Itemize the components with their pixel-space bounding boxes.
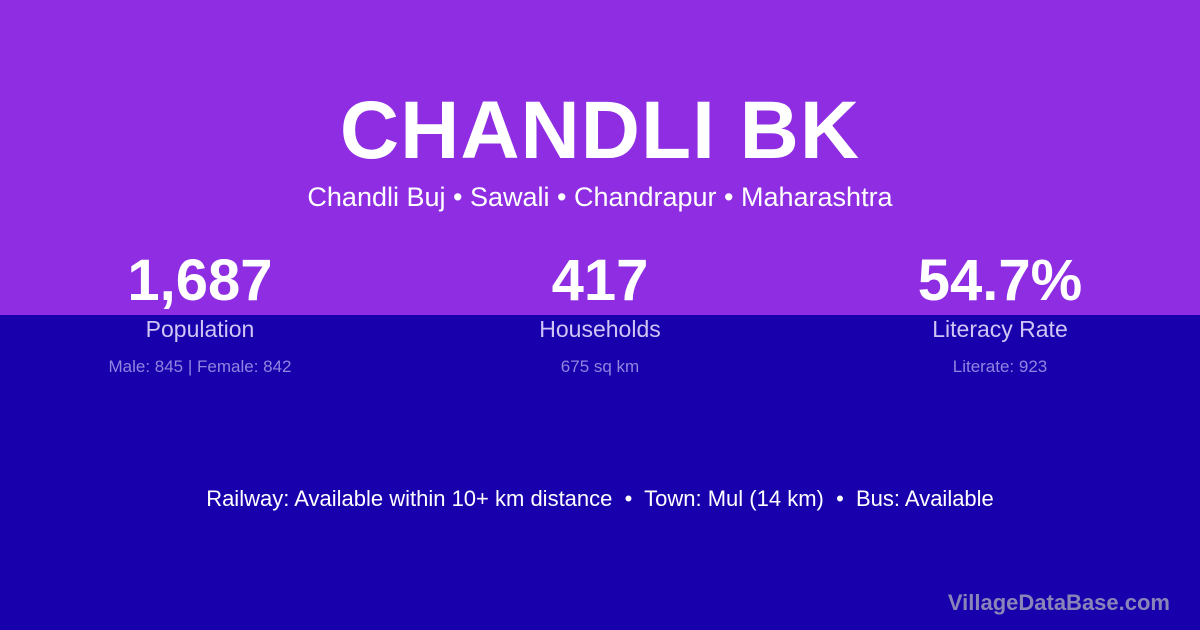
stat-value: 417 (551, 248, 649, 313)
header-band (0, 0, 1200, 315)
stat-detail: Literate: 923 (952, 357, 1048, 376)
stat-population: 1,687 Population Male: 845 | Female: 842 (0, 250, 400, 377)
stat-detail: 675 sq km (560, 357, 640, 376)
stat-value: 54.7% (917, 248, 1083, 313)
stat-label: Population (145, 316, 255, 342)
location-breadcrumb: Chandli Buj • Sawali • Chandrapur • Maha… (307, 182, 893, 212)
stat-label: Households (539, 316, 661, 342)
stat-label: Literacy Rate (932, 316, 1068, 342)
brand-watermark: VillageDataBase.com (947, 590, 1170, 615)
connectivity-info: Railway: Available within 10+ km distanc… (206, 486, 994, 511)
stat-households: 417 Households 675 sq km (400, 250, 800, 377)
stat-value: 1,687 (127, 248, 273, 313)
stat-literacy: 54.7% Literacy Rate Literate: 923 (800, 250, 1200, 377)
village-title: CHANDLI BK (339, 85, 861, 176)
stat-detail: Male: 845 | Female: 842 (108, 357, 292, 376)
